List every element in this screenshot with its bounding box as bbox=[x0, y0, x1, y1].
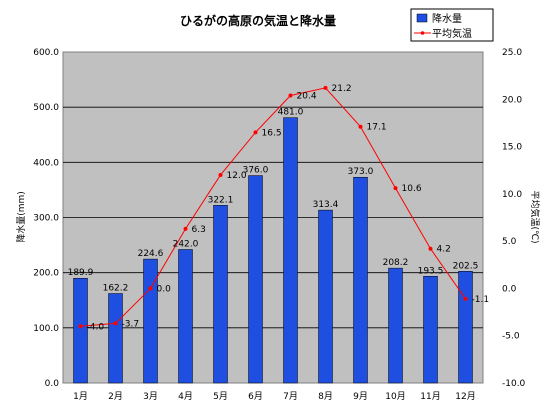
temperature-label: 21.2 bbox=[332, 84, 352, 94]
x-tick-label: 6月 bbox=[248, 391, 263, 402]
left-tick-label: 0.0 bbox=[45, 379, 60, 389]
temperature-point bbox=[358, 124, 363, 129]
x-tick-label: 5月 bbox=[213, 391, 228, 402]
temperature-label: 0.0 bbox=[157, 284, 172, 294]
temperature-point bbox=[428, 246, 433, 251]
temperature-label: -4.0 bbox=[87, 322, 105, 332]
legend: 降水量 平均気温 bbox=[410, 8, 494, 42]
temperature-label: -3.7 bbox=[122, 319, 140, 329]
precipitation-label: 208.2 bbox=[383, 258, 409, 268]
temperature-label: 6.3 bbox=[192, 225, 206, 235]
precipitation-label: 376.0 bbox=[243, 166, 269, 176]
precipitation-bar bbox=[73, 277, 88, 384]
precipitation-labels: 189.9 162.2 224.6 242.0 322.1 376.0 481.0 313.4… bbox=[68, 108, 479, 294]
temperature-labels: -4.0 -3.7 0.0 6.3 12.0 16.5 20.4 21.2 17.1 10.6 4.… bbox=[87, 84, 490, 332]
precipitation-label: 202.5 bbox=[453, 261, 479, 271]
temperature-point bbox=[253, 130, 258, 135]
temperature-point bbox=[183, 226, 188, 231]
precipitation-bar bbox=[318, 209, 333, 384]
right-tick-label: -5.0 bbox=[502, 332, 520, 342]
right-tick-label: 5.0 bbox=[502, 237, 517, 247]
precipitation-label: 322.1 bbox=[208, 195, 234, 205]
temperature-label: 20.4 bbox=[297, 92, 317, 102]
x-tick-label: 7月 bbox=[283, 391, 298, 402]
precipitation-label: 162.2 bbox=[103, 284, 129, 294]
temperature-point bbox=[393, 186, 398, 191]
right-tick-label: 25.0 bbox=[502, 48, 522, 58]
precipitation-bar bbox=[108, 293, 123, 384]
x-tick-label: 4月 bbox=[178, 391, 193, 402]
precipitation-bar bbox=[213, 205, 228, 384]
temperature-label: 4.2 bbox=[437, 245, 451, 255]
right-tick-label: 10.0 bbox=[502, 190, 522, 200]
right-tick-label: 20.0 bbox=[502, 95, 522, 105]
x-tick-label: 12月 bbox=[455, 391, 475, 402]
temperature-point bbox=[218, 172, 223, 177]
precipitation-label: 373.0 bbox=[348, 167, 374, 177]
precipitation-label: 193.5 bbox=[418, 266, 444, 276]
x-tick-label: 9月 bbox=[353, 391, 368, 402]
temperature-point bbox=[78, 324, 83, 329]
left-tick-label: 500.0 bbox=[33, 103, 59, 113]
legend-bar-swatch bbox=[416, 13, 428, 23]
x-tick-label: 10月 bbox=[385, 391, 405, 402]
right-axis-label: 平均気温(℃) bbox=[529, 190, 541, 243]
chart-title: ひるがの高原の気温と降水量 bbox=[180, 13, 336, 28]
legend-line-marker bbox=[420, 31, 425, 35]
x-axis-ticks: 1月 2月 3月 4月 5月 6月 7月 8月 9月 10月 11月 12月 bbox=[73, 391, 476, 402]
temperature-label: 10.6 bbox=[402, 184, 422, 194]
temperature-point bbox=[148, 286, 153, 291]
precipitation-label: 189.9 bbox=[68, 268, 94, 278]
legend-temperature: 平均気温 bbox=[432, 27, 472, 40]
x-tick-label: 11月 bbox=[420, 391, 440, 402]
precipitation-bar bbox=[283, 117, 298, 384]
left-tick-label: 300.0 bbox=[33, 214, 59, 224]
x-tick-label: 2月 bbox=[108, 391, 123, 402]
precipitation-label: 481.0 bbox=[278, 108, 304, 118]
left-tick-label: 200.0 bbox=[33, 269, 59, 279]
temperature-label: 12.0 bbox=[227, 171, 247, 181]
temperature-point bbox=[113, 321, 118, 326]
precipitation-bar bbox=[388, 267, 403, 384]
temperature-polyline bbox=[80, 87, 466, 327]
precipitation-bar bbox=[143, 258, 158, 384]
precipitation-label: 313.4 bbox=[313, 200, 339, 210]
left-tick-label: 600.0 bbox=[33, 48, 59, 58]
right-axis-ticks: -10.0 -5.0 0.0 5.0 10.0 15.0 20.0 25.0 bbox=[502, 48, 526, 389]
x-tick-label: 8月 bbox=[318, 391, 333, 402]
x-tick-label: 3月 bbox=[143, 391, 158, 402]
precipitation-bar bbox=[423, 276, 438, 384]
temperature-line bbox=[78, 85, 468, 329]
temperature-point bbox=[288, 93, 293, 98]
precipitation-bar bbox=[248, 175, 263, 384]
x-tick-label: 1月 bbox=[73, 391, 88, 402]
left-axis-ticks: 0.0 100.0 200.0 300.0 400.0 500.0 600.0 bbox=[33, 48, 59, 389]
precipitation-bar bbox=[353, 176, 368, 384]
temperature-label: -1.1 bbox=[472, 295, 490, 305]
right-tick-label: -10.0 bbox=[502, 379, 526, 389]
right-tick-label: 15.0 bbox=[502, 143, 522, 153]
temperature-label: 17.1 bbox=[367, 123, 387, 133]
temperature-point bbox=[323, 85, 328, 90]
left-axis-label: 降水量(mm) bbox=[15, 191, 27, 243]
precipitation-bars bbox=[73, 117, 473, 384]
left-tick-label: 400.0 bbox=[33, 158, 59, 168]
precipitation-bar bbox=[458, 271, 473, 384]
temperature-point bbox=[463, 296, 468, 301]
precipitation-label: 242.0 bbox=[173, 239, 199, 249]
left-tick-label: 100.0 bbox=[33, 324, 59, 334]
right-tick-label: 0.0 bbox=[502, 284, 517, 294]
precipitation-bar bbox=[178, 249, 193, 384]
grid-lines bbox=[63, 106, 483, 329]
temperature-label: 16.5 bbox=[262, 128, 282, 138]
legend-precipitation: 降水量 bbox=[432, 12, 462, 25]
precipitation-label: 224.6 bbox=[138, 249, 164, 259]
